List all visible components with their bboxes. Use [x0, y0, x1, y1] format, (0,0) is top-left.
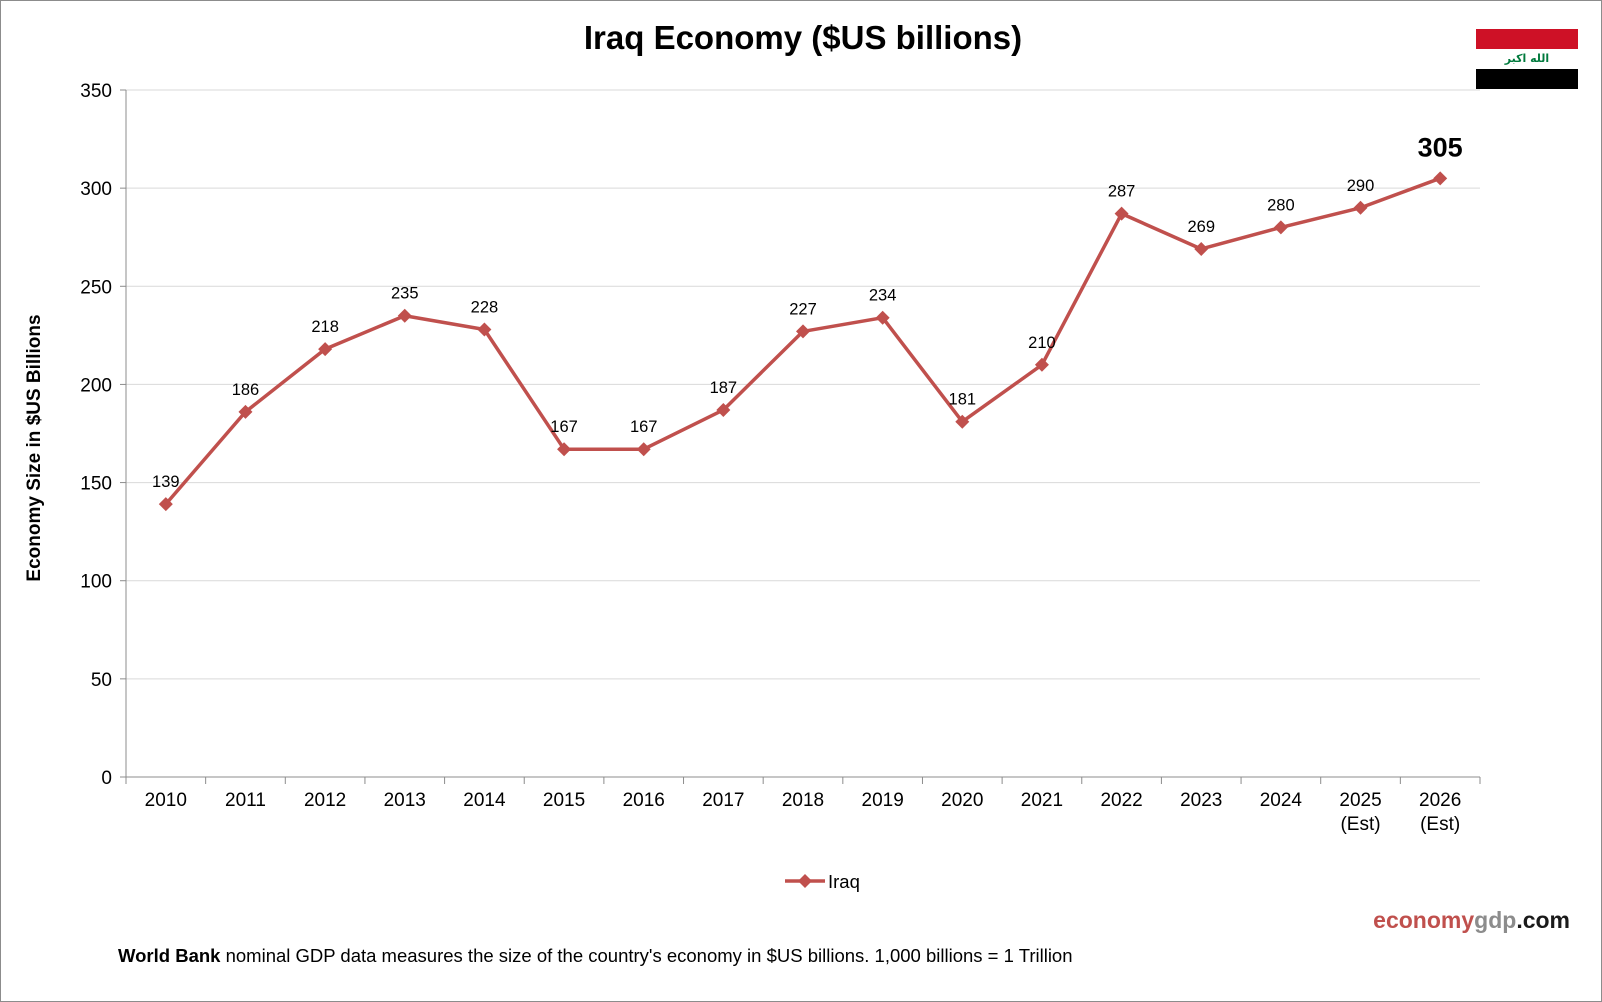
flag-black-band	[1476, 69, 1578, 89]
data-label-2: 218	[311, 318, 339, 336]
y-tick-label-150: 150	[80, 474, 112, 495]
footnote-source: World Bank	[118, 945, 221, 966]
data-label-0: 139	[152, 473, 180, 491]
data-label-9: 234	[869, 287, 897, 305]
data-point-14	[1273, 220, 1288, 235]
data-label-7: 187	[710, 379, 738, 397]
footnote-text: nominal GDP data measures the size of th…	[220, 945, 1073, 966]
data-point-2	[318, 342, 333, 357]
data-label-10: 181	[949, 391, 977, 409]
legend[interactable]: Iraq	[785, 871, 860, 892]
data-labels: 139 186 218 235 228 167 167 187 227 234 181 210 287 2…	[152, 132, 1463, 491]
x-tick-label-15: 2025 (Est)	[1339, 790, 1381, 835]
chart-title: Iraq Economy ($US billions)	[584, 19, 1022, 56]
data-point-13	[1194, 241, 1209, 256]
x-tick-label-4: 2014	[463, 790, 506, 811]
data-label-3: 235	[391, 285, 419, 303]
y-axis-ticks: 0 50 100 150 200 250 300 350	[80, 81, 126, 789]
data-point-7	[716, 402, 731, 417]
flag-white-band: الله اكبر	[1476, 49, 1578, 69]
y-tick-label-250: 250	[80, 277, 112, 298]
data-point-16	[1433, 171, 1448, 186]
iraq-flag-icon: الله اكبر	[1476, 29, 1578, 89]
x-tick-label-1: 2011	[225, 790, 266, 811]
brand-part-economy: economy	[1373, 907, 1475, 933]
y-tick-label-50: 50	[91, 670, 112, 691]
data-label-12: 287	[1108, 183, 1136, 201]
brand-watermark[interactable]: economygdp.com	[1373, 907, 1570, 934]
flag-emblem: الله اكبر	[1504, 52, 1550, 65]
data-point-12	[1114, 206, 1129, 221]
x-tick-label-0: 2010	[145, 790, 187, 811]
series-line-iraq	[164, 176, 1441, 506]
y-tick-label-300: 300	[80, 179, 112, 200]
data-label-4: 228	[471, 298, 499, 316]
x-tick-label-6: 2016	[623, 790, 665, 811]
data-label-6: 167	[630, 418, 658, 436]
x-axis-ticks: 2010 2011 2012 2013 2014 2015 2016 2017 2018 2019…	[125, 777, 1481, 835]
legend-label: Iraq	[828, 871, 860, 892]
axes	[125, 90, 1480, 778]
x-tick-label-7: 2017	[702, 790, 744, 811]
y-tick-label-350: 350	[80, 81, 112, 102]
x-tick-label-8: 2018	[782, 790, 824, 811]
data-point-1	[238, 404, 253, 419]
y-tick-label-200: 200	[80, 375, 112, 396]
brand-part-com: .com	[1516, 907, 1570, 933]
data-label-8: 227	[789, 300, 817, 318]
data-point-10	[955, 414, 970, 429]
data-point-6	[636, 442, 651, 457]
data-point-15	[1353, 200, 1368, 215]
brand-part-gdp: gdp	[1474, 907, 1517, 933]
gridlines	[126, 89, 1480, 680]
flag-red-band	[1476, 29, 1578, 49]
data-label-15: 290	[1347, 177, 1375, 195]
data-point-3	[397, 308, 412, 323]
legend-marker	[798, 874, 812, 888]
x-tick-label-5: 2015	[543, 790, 585, 811]
x-tick-label-10: 2020	[941, 790, 983, 811]
y-tick-label-0: 0	[101, 768, 112, 789]
data-point-9	[875, 310, 890, 325]
data-point-4	[477, 322, 492, 337]
x-tick-label-3: 2013	[384, 790, 426, 811]
y-tick-label-100: 100	[80, 572, 112, 593]
data-label-11: 210	[1028, 334, 1056, 352]
data-point-11	[1034, 357, 1049, 372]
x-tick-label-13: 2023	[1180, 790, 1222, 811]
x-tick-label-16: 2026 (Est)	[1419, 790, 1461, 835]
footnote: World Bank nominal GDP data measures the…	[118, 945, 1073, 967]
data-label-5: 167	[550, 418, 578, 436]
x-tick-label-2: 2012	[304, 790, 346, 811]
x-tick-label-11: 2021	[1021, 790, 1063, 811]
data-point-8	[796, 324, 810, 339]
series-iraq	[158, 171, 1448, 512]
data-label-1: 186	[232, 381, 260, 399]
x-tick-label-12: 2022	[1100, 790, 1142, 811]
data-label-13: 269	[1187, 218, 1215, 236]
data-label-16: 305	[1418, 132, 1463, 162]
x-tick-label-9: 2019	[862, 790, 904, 811]
data-point-0	[158, 497, 173, 512]
data-label-14: 280	[1267, 196, 1295, 214]
x-tick-label-14: 2024	[1260, 790, 1303, 811]
data-point-5	[557, 442, 572, 457]
y-axis-label: Economy Size in $US Billions	[24, 314, 45, 581]
